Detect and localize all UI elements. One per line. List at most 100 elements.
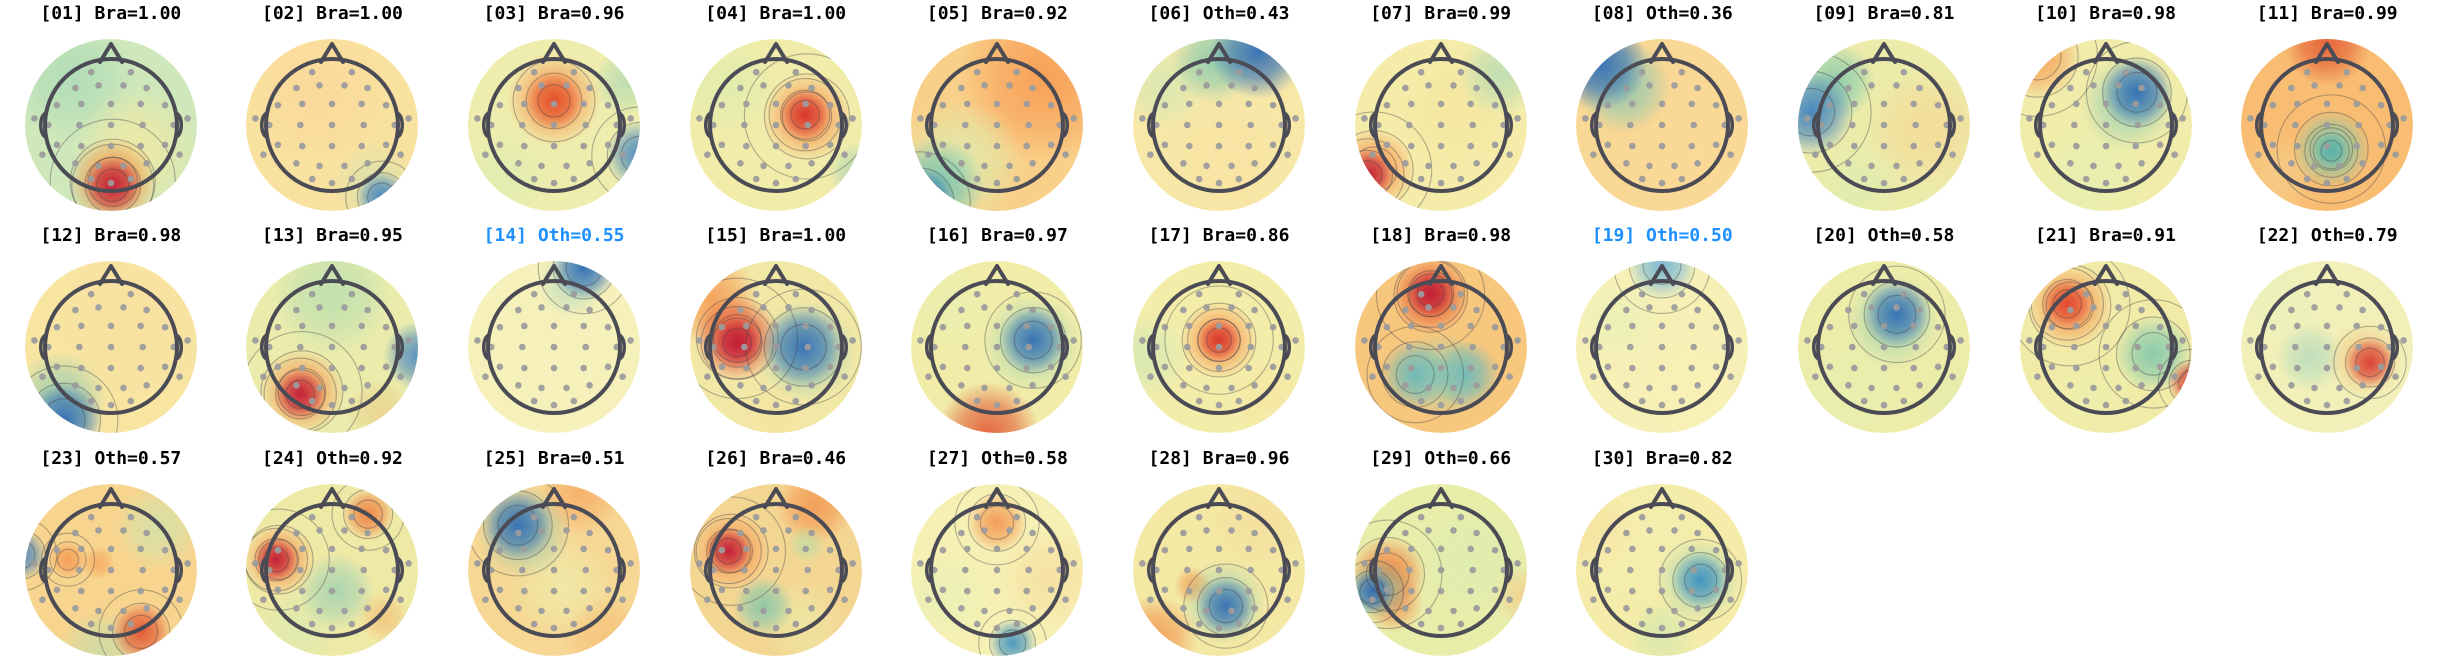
topomap-holder: [2232, 26, 2422, 216]
component-title: [27] Oth=0.58: [926, 447, 1068, 469]
nose-icon: [1649, 264, 1676, 287]
electrode-dots: [474, 513, 634, 632]
topomap: [468, 39, 641, 211]
topomap-tile: [05] Bra=0.92: [887, 0, 1109, 222]
topomap: [689, 261, 862, 434]
topomap: [24, 483, 197, 656]
head-outline: [2033, 264, 2178, 416]
topomap: [1354, 261, 1527, 434]
component-title: [17] Bra=0.86: [1148, 225, 1290, 247]
topomap-tile: [07] Bra=0.99: [1330, 0, 1552, 222]
head-outline: [482, 486, 627, 638]
topomap-tile: [21] Bra=0.91: [1995, 222, 2217, 444]
nose-icon: [1649, 42, 1676, 64]
component-title: [09] Bra=0.81: [1813, 3, 1955, 24]
head-outline: [1368, 42, 1513, 193]
head-outline: [482, 264, 627, 416]
topomap-tile: [04] Bra=1.00: [665, 0, 887, 222]
nose-icon: [319, 42, 346, 64]
topomap-tile: [18] Bra=0.98: [1330, 222, 1552, 444]
nose-icon: [2314, 42, 2341, 64]
nose-icon: [2092, 264, 2119, 287]
topomap: [1797, 39, 1970, 211]
nose-icon: [1649, 486, 1676, 509]
topomap: [24, 39, 197, 211]
topomap-tile: [11] Bra=0.99: [2216, 0, 2438, 222]
electrode-dots: [1803, 291, 1964, 409]
topomap-holder: [16, 26, 206, 216]
component-title: [06] Oth=0.43: [1148, 3, 1290, 24]
nose-icon: [541, 486, 568, 509]
topomap: [911, 39, 1084, 211]
topomap: [246, 261, 419, 434]
topomap-holder: [237, 26, 427, 216]
electrode-dots: [1139, 291, 1299, 409]
topomap-holder: [459, 471, 649, 661]
topomap-holder: [681, 248, 871, 438]
component-title: [12] Bra=0.98: [40, 225, 182, 247]
topomap-holder: [1124, 26, 1314, 216]
nose-icon: [2092, 42, 2119, 64]
topomap: [2241, 39, 2414, 211]
electrode-dots: [2247, 291, 2408, 409]
nose-icon: [1427, 42, 1454, 64]
topomap: [1132, 39, 1305, 211]
head-outline: [38, 264, 183, 416]
topomap-tile: [30] Bra=0.82: [1551, 445, 1773, 667]
topomap-holder: [237, 248, 427, 438]
component-title: [02] Bra=1.00: [262, 3, 403, 24]
topomap-tile: [12] Bra=0.98: [0, 222, 222, 444]
nose-icon: [1205, 264, 1232, 287]
topomap-tile: [20] Oth=0.58: [1773, 222, 1995, 444]
topomap-holder: [1567, 471, 1757, 661]
topomap: [2019, 261, 2192, 434]
topomap-holder: [16, 248, 206, 438]
component-title: [29] Oth=0.66: [1370, 447, 1512, 469]
nose-icon: [319, 264, 346, 287]
component-title: [10] Bra=0.98: [2035, 3, 2176, 24]
topomap-field: [1354, 483, 1527, 656]
head-outline: [260, 42, 405, 193]
topomap: [911, 483, 1084, 656]
topomap-tile: [06] Oth=0.43: [1108, 0, 1330, 222]
nose-icon: [541, 264, 568, 287]
topomap-tile: [02] Bra=1.00: [222, 0, 444, 222]
nose-icon: [762, 264, 789, 287]
electrode-dots: [30, 68, 191, 187]
nose-icon: [97, 486, 124, 509]
nose-icon: [97, 42, 124, 64]
component-title: [01] Bra=1.00: [40, 3, 182, 24]
topomap-tile: [03] Bra=0.96: [443, 0, 665, 222]
topomap-field: [911, 483, 1084, 656]
component-title: [24] Oth=0.92: [262, 447, 403, 469]
electrode-dots: [252, 291, 413, 409]
head-outline: [1146, 42, 1291, 193]
nose-icon: [2314, 264, 2341, 287]
topomap: [689, 483, 862, 656]
topomap-holder: [902, 26, 1092, 216]
topomap-field: [1354, 261, 1527, 434]
nose-icon: [541, 42, 568, 64]
component-title: [22] Oth=0.79: [2256, 225, 2398, 247]
component-title: [13] Bra=0.95: [262, 225, 403, 247]
topomap-holder: [2232, 248, 2422, 438]
nose-icon: [762, 486, 789, 509]
topomap-holder: [1789, 26, 1979, 216]
topomap-holder: [1567, 26, 1757, 216]
topomap: [1576, 483, 1749, 656]
topomap-tile: [14] Oth=0.55: [443, 222, 665, 444]
topomap-holder: [459, 248, 649, 438]
topomap-tile: [16] Bra=0.97: [887, 222, 1109, 444]
topomap-holder: [2011, 248, 2201, 438]
head-outline: [1811, 264, 1956, 416]
topomap-field: [1576, 261, 1749, 434]
topomap-holder: [1124, 248, 1314, 438]
component-title: [26] Bra=0.46: [705, 447, 847, 469]
nose-icon: [1870, 264, 1897, 287]
topomap: [1797, 261, 1970, 434]
component-title: [08] Oth=0.36: [1591, 3, 1733, 24]
topomap-tile: [15] Bra=1.00: [665, 222, 887, 444]
head-outline: [703, 486, 848, 638]
head-outline: [1368, 486, 1513, 638]
topomap-tile: [10] Bra=0.98: [1995, 0, 2217, 222]
